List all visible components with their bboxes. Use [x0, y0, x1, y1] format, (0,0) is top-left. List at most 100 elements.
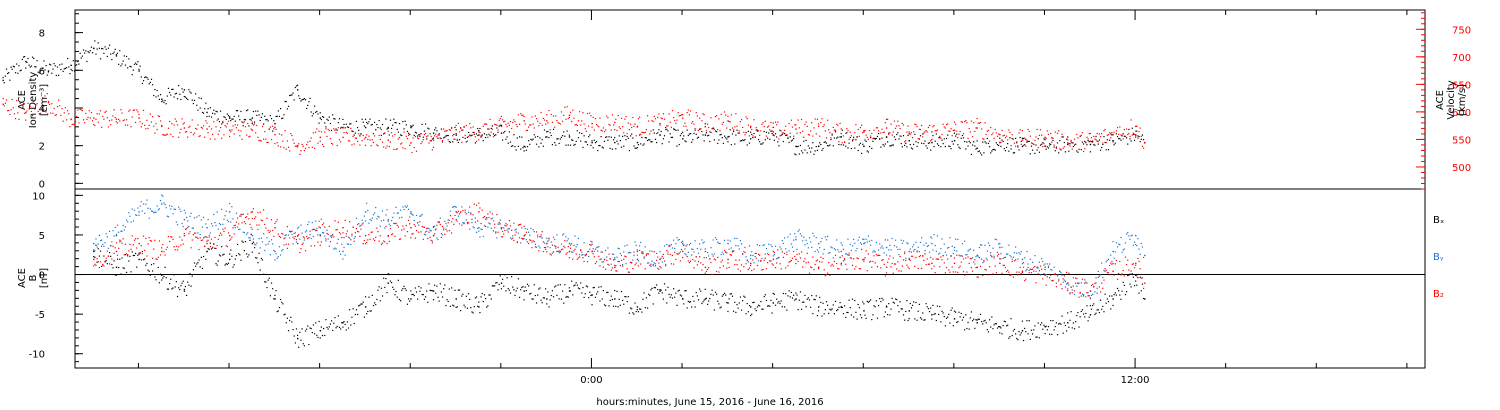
- bz-dot: [494, 223, 496, 225]
- by-dot: [529, 234, 531, 236]
- bz-point: [296, 242, 299, 245]
- velocity-dot: [75, 121, 77, 123]
- bx-dot: [259, 269, 261, 271]
- bz-dot: [464, 209, 466, 211]
- by-dot: [345, 235, 347, 237]
- ion-density-dot: [50, 64, 52, 66]
- by-dot: [307, 223, 309, 226]
- velocity-dot: [529, 124, 531, 126]
- bz-dot: [173, 246, 175, 248]
- ion-density-dot: [765, 131, 768, 133]
- velocity-dot: [1128, 132, 1130, 135]
- ion-density-dot: [188, 89, 190, 91]
- by-dot: [913, 244, 915, 246]
- bz-dot: [467, 222, 470, 224]
- bz-dot: [465, 213, 467, 215]
- by-dot: [492, 220, 495, 222]
- velocity-dot: [734, 126, 736, 128]
- velocity-dot: [839, 122, 841, 125]
- by-dot: [1036, 267, 1038, 269]
- by-dot: [217, 228, 219, 230]
- bx-dot: [195, 265, 197, 267]
- velocity-dot: [1081, 131, 1084, 134]
- ion-density-dot: [44, 69, 46, 71]
- by-dot: [299, 238, 301, 240]
- ion-density-dot: [838, 143, 840, 146]
- bx-dot: [859, 314, 862, 316]
- velocity-dot: [227, 120, 230, 122]
- by-dot: [1034, 255, 1036, 257]
- ion-density-dot: [610, 136, 612, 138]
- by-dot: [420, 215, 422, 217]
- ion-density-dot: [520, 148, 522, 150]
- bz-dot: [257, 211, 259, 214]
- bx-dot: [889, 314, 891, 316]
- ion-density-point: [750, 138, 752, 140]
- by-dot: [860, 243, 863, 245]
- bz-dot: [443, 229, 445, 231]
- by-dot: [940, 248, 942, 250]
- by-dot: [831, 247, 833, 249]
- by-dot: [959, 255, 961, 257]
- bx-dot: [224, 264, 226, 266]
- by-dot: [457, 215, 460, 217]
- velocity-dot: [609, 124, 611, 126]
- velocity-dot: [54, 114, 56, 116]
- velocity-dot: [665, 129, 667, 131]
- by-dot: [532, 229, 534, 231]
- by-dot: [528, 231, 530, 233]
- bx-dot: [462, 293, 464, 295]
- bx-dot: [534, 294, 537, 297]
- bx-dot: [693, 300, 695, 302]
- bz-dot: [846, 268, 848, 271]
- ion-density-dot: [420, 133, 422, 135]
- bx-dot: [400, 300, 402, 302]
- ion-density-dot: [229, 116, 231, 118]
- ion-density-dot: [864, 139, 866, 141]
- bz-point: [1144, 282, 1146, 284]
- bx-dot: [1112, 304, 1114, 307]
- velocity-dot: [900, 135, 902, 137]
- ion-density-dot: [133, 63, 136, 65]
- by-dot: [323, 222, 325, 224]
- bz-dot: [451, 232, 453, 234]
- by-dot: [1126, 233, 1128, 235]
- by-dot: [857, 239, 859, 241]
- by-point: [727, 242, 729, 245]
- by-dot: [961, 243, 963, 245]
- bz-dot: [469, 206, 471, 208]
- bx-dot: [977, 318, 979, 320]
- right-ytick-label: 500: [1452, 163, 1471, 174]
- bx-dot: [183, 288, 185, 290]
- ion-density-dot: [139, 65, 141, 67]
- bx-dot: [260, 257, 262, 260]
- by-dot: [148, 217, 150, 219]
- ion-density-dot: [829, 144, 831, 146]
- velocity-dot: [680, 114, 683, 116]
- ion-density-dot: [943, 138, 945, 140]
- by-dot: [511, 238, 513, 240]
- by-dot: [957, 238, 959, 241]
- by-point: [364, 211, 367, 213]
- bx-dot: [1015, 333, 1017, 335]
- bx-dot: [268, 277, 270, 279]
- velocity-dot: [139, 121, 141, 123]
- by-dot: [1062, 281, 1064, 283]
- bx-dot: [637, 311, 640, 313]
- velocity-dot: [983, 138, 985, 140]
- bx-dot: [1051, 333, 1053, 335]
- bx-dot: [853, 316, 855, 318]
- ion-density-dot: [98, 47, 100, 49]
- bx-dot: [172, 287, 174, 289]
- ion-density-dot: [1044, 138, 1046, 141]
- velocity-dot: [159, 120, 162, 122]
- axis-labels: hours:minutes, June 15, 2016 - June 16, …: [17, 72, 1468, 408]
- by-dot: [830, 246, 832, 248]
- bz-dot: [520, 223, 522, 225]
- bx-dot: [325, 319, 327, 321]
- by-dot: [111, 241, 113, 243]
- velocity-dot: [1126, 128, 1128, 130]
- velocity-dot: [778, 138, 780, 140]
- ion-density-dot: [1041, 143, 1043, 145]
- by-dot: [648, 262, 650, 264]
